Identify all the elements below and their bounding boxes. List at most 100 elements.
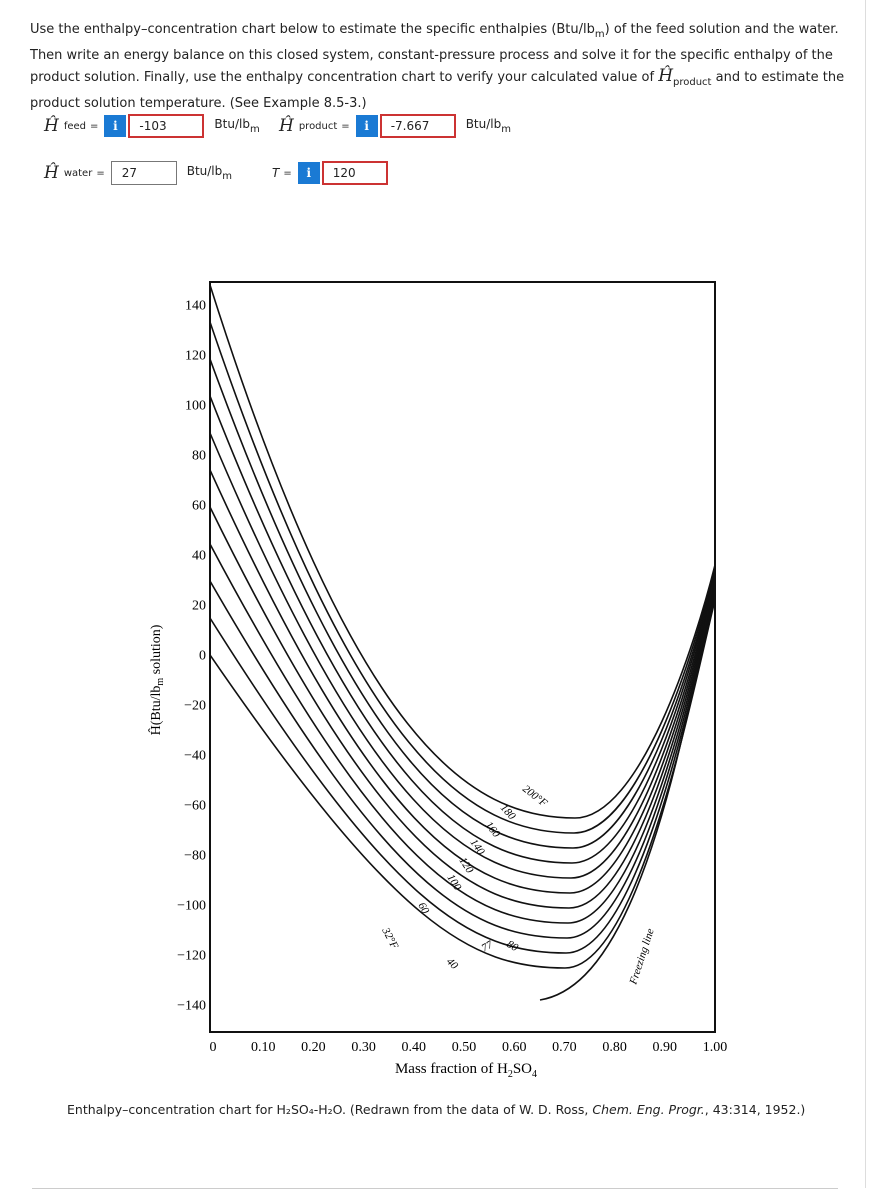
question-text: ) of the feed solution and the water. Th…	[30, 22, 839, 85]
caption-journal: Chem. Eng. Progr.	[592, 1102, 705, 1117]
question-text: and to estimate the product solution tem…	[30, 70, 845, 111]
equals: =	[283, 167, 292, 179]
y-tick-label: −20	[184, 699, 206, 714]
curve-label: 32°F	[379, 925, 401, 951]
y-axis-title: Ĥ(Btu/lbm solution)	[147, 624, 166, 735]
x-tick-label: 0	[210, 1040, 217, 1055]
symbol: Ĥ	[658, 66, 674, 86]
curve-label: 60	[415, 901, 431, 917]
isotherm	[210, 506, 715, 909]
unit: Btu/lbm	[187, 164, 232, 182]
subscript: product	[298, 120, 338, 132]
subscript: m	[501, 124, 511, 135]
caption: Enthalpy–concentration chart for H₂SO₄-H…	[67, 1102, 805, 1117]
field-temperature: T = i 120	[272, 161, 388, 185]
equals: =	[341, 120, 350, 132]
x-tick-label: 0.30	[351, 1040, 376, 1055]
y-tick-label: −140	[177, 999, 206, 1014]
caption-text: Enthalpy–concentration chart for H₂SO₄-H…	[67, 1102, 593, 1117]
x-tick-label: 0.20	[301, 1040, 326, 1055]
text: Mass fraction of H	[395, 1061, 508, 1077]
divider	[32, 1188, 838, 1189]
isotherm	[210, 469, 715, 894]
unit: Btu/lbm	[466, 117, 511, 135]
chart: Ĥ(Btu/lbm solution) Mass fraction of H2S…	[147, 281, 728, 1080]
plot-frame	[209, 281, 716, 1033]
y-tick-label: 120	[185, 349, 206, 364]
isotherm	[210, 580, 715, 939]
symbol: Ĥ	[279, 116, 294, 136]
subscript: water	[63, 167, 93, 179]
unit: Btu/lbm	[214, 117, 259, 135]
curve-label: Freezing line	[627, 927, 657, 987]
subscript: m	[222, 171, 233, 182]
question: Use the enthalpy–concentration chart bel…	[30, 20, 845, 114]
x-tick-label: 0.60	[502, 1040, 527, 1055]
curve-label: 180	[498, 802, 518, 823]
input[interactable]: 120	[321, 161, 388, 185]
subscript: 4	[532, 1069, 537, 1080]
caption-text: , 43:314, 1952.)	[704, 1102, 806, 1117]
isotherm	[210, 543, 715, 924]
subscript: 2	[508, 1069, 513, 1080]
y-tick-label: 20	[192, 599, 206, 614]
symbol: Ĥ	[44, 163, 59, 183]
symbol: T	[272, 166, 280, 180]
symbol: Ĥ	[44, 116, 59, 136]
isotherm	[210, 596, 715, 954]
text: Ĥ(Btu/lb	[147, 686, 164, 736]
equals: =	[96, 167, 105, 179]
curve-label: 140	[468, 837, 488, 858]
freezing-line	[539, 569, 715, 1001]
info-button[interactable]: i	[297, 162, 320, 184]
y-tick-label: 80	[192, 449, 206, 464]
x-tick-label: 0.10	[251, 1040, 276, 1055]
input[interactable]: -7.667	[379, 114, 456, 138]
x-tick-label: 0.50	[452, 1040, 477, 1055]
isotherm	[210, 599, 715, 969]
x-tick-label: 0.40	[402, 1040, 427, 1055]
input[interactable]: 27	[110, 161, 177, 185]
info-button[interactable]: i	[104, 115, 127, 137]
input[interactable]: -103	[128, 114, 205, 138]
x-tick-label: 0.70	[552, 1040, 577, 1055]
isotherm	[210, 358, 715, 849]
info-button[interactable]: i	[355, 115, 378, 137]
y-tick-label: −60	[184, 799, 206, 814]
y-tick-label: 60	[192, 499, 206, 514]
subscript: feed	[63, 120, 87, 132]
x-axis-title: Mass fraction of H2SO4	[395, 1061, 537, 1080]
curve-label: 200°F	[520, 783, 549, 810]
text: SO	[513, 1061, 532, 1077]
subscript: m	[594, 29, 605, 40]
subscript: product	[673, 77, 712, 88]
y-tick-label: −100	[177, 899, 206, 914]
y-tick-label: −120	[177, 949, 206, 964]
text: solution)	[149, 624, 164, 678]
isotherm	[210, 284, 715, 819]
curve-label: 40	[444, 956, 461, 973]
x-tick-label: 1.00	[703, 1040, 728, 1055]
subscript: m	[155, 678, 166, 686]
isotherm	[210, 395, 715, 864]
curve-label: 80	[505, 938, 521, 954]
y-tick-label: 0	[199, 649, 206, 664]
subscript: m	[249, 124, 260, 135]
y-tick-label: −40	[184, 749, 206, 764]
isotherm	[210, 321, 715, 834]
curves	[210, 284, 715, 1001]
equals: =	[90, 120, 99, 132]
y-tick-label: 100	[185, 399, 206, 414]
unit-text: Btu/lb	[214, 117, 250, 131]
y-tick-label: −80	[184, 849, 206, 864]
y-tick-label: 40	[192, 549, 206, 564]
y-tick-label: 140	[185, 299, 206, 314]
x-tick-label: 0.90	[653, 1040, 678, 1055]
x-tick-label: 0.80	[602, 1040, 627, 1055]
question-text: Use the enthalpy–concentration chart bel…	[30, 22, 595, 37]
